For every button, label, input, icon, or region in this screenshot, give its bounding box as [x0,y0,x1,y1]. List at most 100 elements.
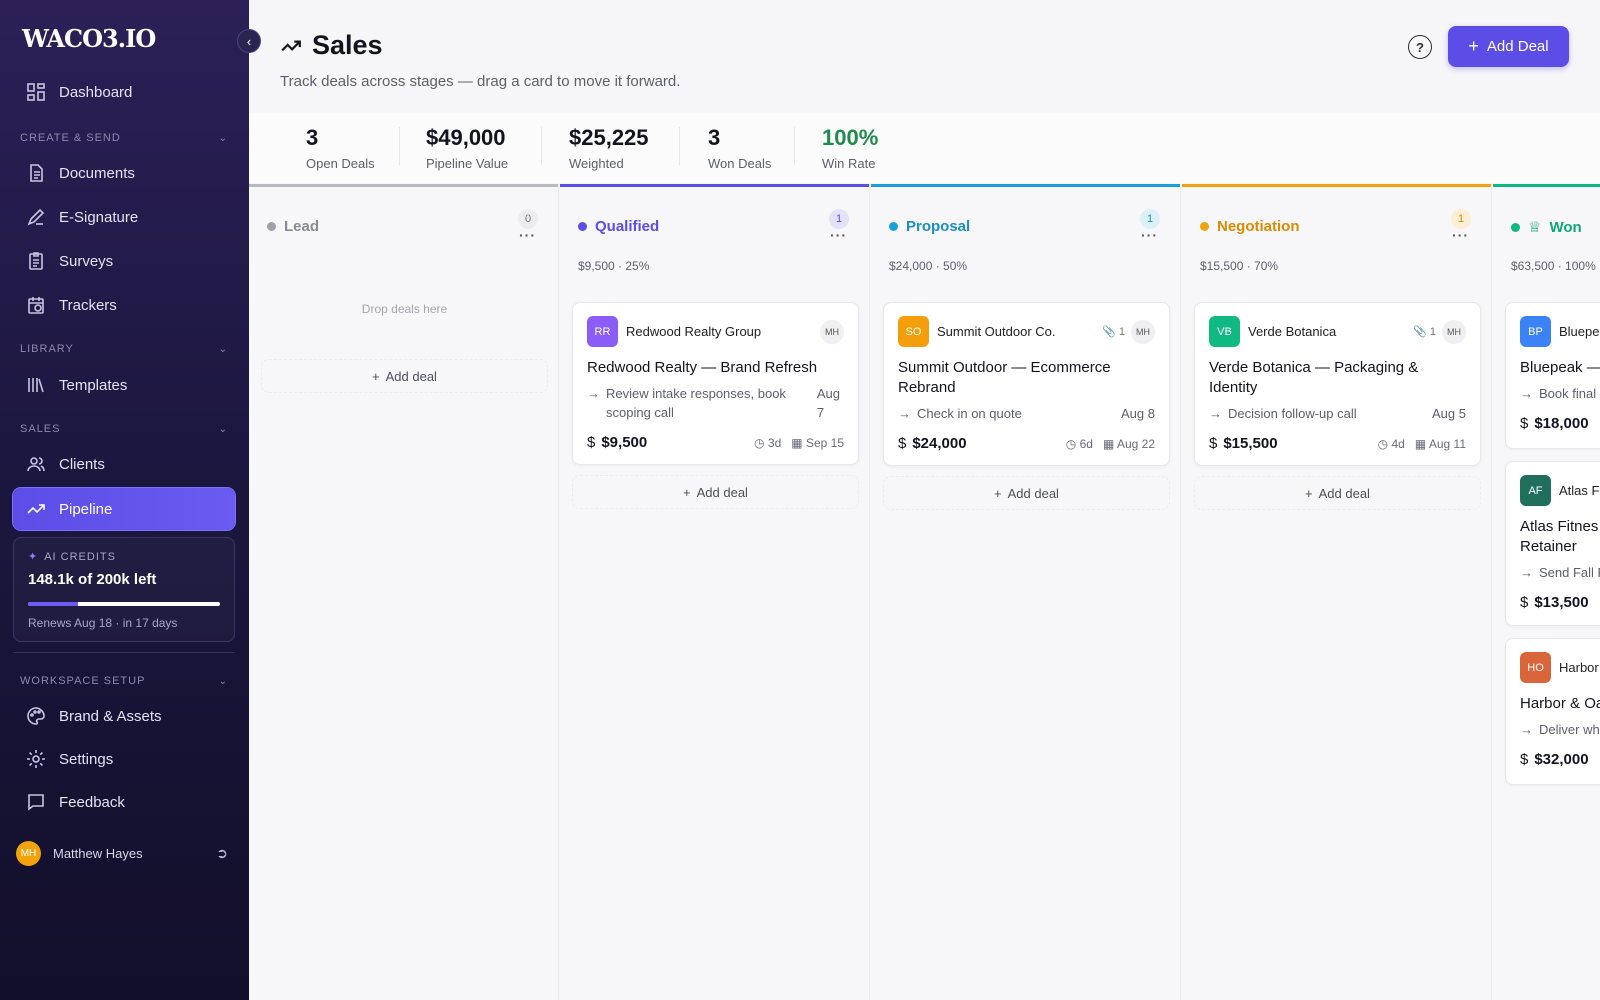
drop-zone[interactable]: Drop deals here [361,302,448,316]
next-task: → Check in on quote Aug 8 [898,404,1155,423]
more-icon[interactable]: ··· [519,227,536,243]
add-deal-proposal-button[interactable]: + Add deal [883,476,1170,510]
deal-card[interactable]: SO Summit Outdoor Co. 📎 1 MH Summit Outdoor … [883,302,1170,466]
document-icon [30,164,43,182]
deal-meta: ◷ 6d ▦ Aug 22 [1066,437,1155,451]
section-library[interactable]: LIBRARY ⌄ [20,343,228,355]
column-title: Proposal [889,218,970,235]
more-icon[interactable]: ··· [830,227,847,243]
sidebar-item-feedback[interactable]: Feedback [13,781,235,823]
add-deal-button[interactable]: + Add Deal [1448,26,1569,67]
dollar-icon: $ [1209,435,1218,452]
clock-icon: ◷ [754,435,765,450]
trophy-icon: ♕ [1528,219,1542,236]
arrow-right-icon: → [1520,565,1533,580]
credits-progress-fill [28,602,78,606]
paperclip-icon: 📎 [1102,326,1116,338]
add-deal-qualified-button[interactable]: + Add deal [572,475,859,509]
stat-divider [794,127,795,165]
deal-title: Harbor & Oa [1520,695,1600,712]
sidebar-item-documents[interactable]: Documents [13,152,235,194]
sidebar-item-trackers[interactable]: Trackers [13,284,235,326]
close-date: ▦ Aug 11 [1415,437,1466,451]
clock-icon: ◷ [1065,436,1077,451]
user-profile[interactable]: MH Matthew Hayes ➲ [16,841,228,866]
stat-label: Won Deals [708,156,772,171]
column-title: Qualified [578,218,659,235]
plus-icon: + [1468,36,1479,56]
avatar: MH [16,841,41,866]
sidebar-item-label: Settings [59,750,114,768]
sidebar-item-templates[interactable]: Templates [13,364,235,406]
amount-value: $15,500 [1223,435,1278,452]
add-deal-label: Add deal [696,484,748,500]
logout-icon[interactable]: ➲ [216,845,228,861]
sidebar-item-clients[interactable]: Clients [13,443,235,485]
column-accent-bar [1493,184,1600,187]
plus-icon: + [683,484,691,500]
users-icon [27,457,45,472]
dollar-icon: $ [587,434,596,451]
calendar-icon: ▦ [791,435,803,450]
clipboard-icon [29,252,43,270]
calendar-icon: ▦ [1414,436,1427,451]
deal-card[interactable]: BP Bluepe Bluepeak — → Book final V $ $18,0… [1505,302,1600,449]
sidebar-item-dashboard[interactable]: Dashboard [13,71,235,113]
task-text: Review intake responses, book scoping ca… [606,386,786,420]
chevron-down-icon: ⌄ [218,423,228,435]
sidebar-item-pipeline[interactable]: Pipeline [13,488,235,530]
column-summary: $9,500 · 25% [578,259,650,273]
stat-label: Pipeline Value [426,156,509,171]
next-task: → Decision follow-up call Aug 5 [1209,404,1466,423]
stats-bar: 3 Open Deals $49,000 Pipeline Value $25,22… [249,113,1600,183]
trending-up-icon [281,40,301,51]
column-summary: $63,500 · 100% [1511,259,1596,273]
gear-icon [27,750,45,768]
stat-value: $25,225 [569,125,649,150]
sidebar-item-esignature[interactable]: E-Signature [13,196,235,238]
stat-label: Open Deals [306,156,375,171]
attachment-count: 1 [1429,325,1436,338]
column-header: Qualified 1 ··· $9,500 · 25% [560,187,869,273]
ai-credits-panel[interactable]: ✦ AI CREDITS 148.1k of 200k left Renews A… [13,537,235,642]
task-text: Check in on quote [917,406,1022,421]
section-create-send[interactable]: CREATE & SEND ⌄ [20,132,228,144]
column-name: Negotiation [1217,218,1300,235]
more-icon[interactable]: ··· [1141,227,1158,243]
help-icon[interactable]: ? [1408,35,1432,59]
column-accent-bar [560,184,869,187]
close-value: Aug 22 [1116,436,1155,451]
arrow-right-icon: → [587,386,600,401]
add-deal-lead-button[interactable]: + Add deal [261,359,548,393]
user-name: Matthew Hayes [53,846,143,861]
deal-title: Verde Botanica — Packaging & Identity [1209,359,1419,396]
dollar-icon: $ [898,435,907,452]
status-dot-icon [1200,222,1209,231]
deal-title: Redwood Realty — Brand Refresh [587,359,818,376]
client-badge: BP [1520,316,1551,347]
deal-card[interactable]: RR Redwood Realty Group MH Redwood Realty … [572,302,859,465]
add-deal-negotiation-button[interactable]: + Add deal [1194,476,1481,510]
more-icon[interactable]: ··· [1452,227,1469,243]
section-workspace-setup[interactable]: WORKSPACE SETUP ⌄ [20,675,228,687]
sidebar-item-brand[interactable]: Brand & Assets [13,695,235,737]
column-name: Proposal [906,218,971,235]
deal-age: ◷ 6d [1066,437,1093,451]
deal-meta: ◷ 3d ▦ Sep 15 [754,436,844,450]
amount-value: $32,000 [1534,751,1589,768]
app-logo[interactable]: WACO3.IO [22,24,156,53]
sidebar-item-label: Feedback [59,793,125,811]
sidebar-item-settings[interactable]: Settings [13,738,235,780]
attachment-indicator: 📎 1 [1413,325,1436,339]
arrow-right-icon: → [1520,722,1533,737]
sidebar: WACO3.IO Dashboard CREATE & SEND ⌄ Docume… [0,0,249,1000]
section-sales[interactable]: SALES ⌄ [20,423,228,435]
deal-card[interactable]: HO Harbor Harbor & Oa → Deliver who $ $32,0… [1505,638,1600,785]
deal-card[interactable]: VB Verde Botanica 📎 1 MH Verde Botanica — Pa… [1194,302,1481,466]
deal-card[interactable]: AF Atlas Fi Atlas Fitnes Retainer → Send F… [1505,461,1600,626]
collapse-sidebar-button[interactable]: ‹ [237,29,261,53]
task-text: Deliver who [1539,722,1600,737]
client-name: Verde Botanica [1248,324,1337,339]
section-label: CREATE & SEND [20,132,121,144]
sidebar-item-surveys[interactable]: Surveys [13,240,235,282]
